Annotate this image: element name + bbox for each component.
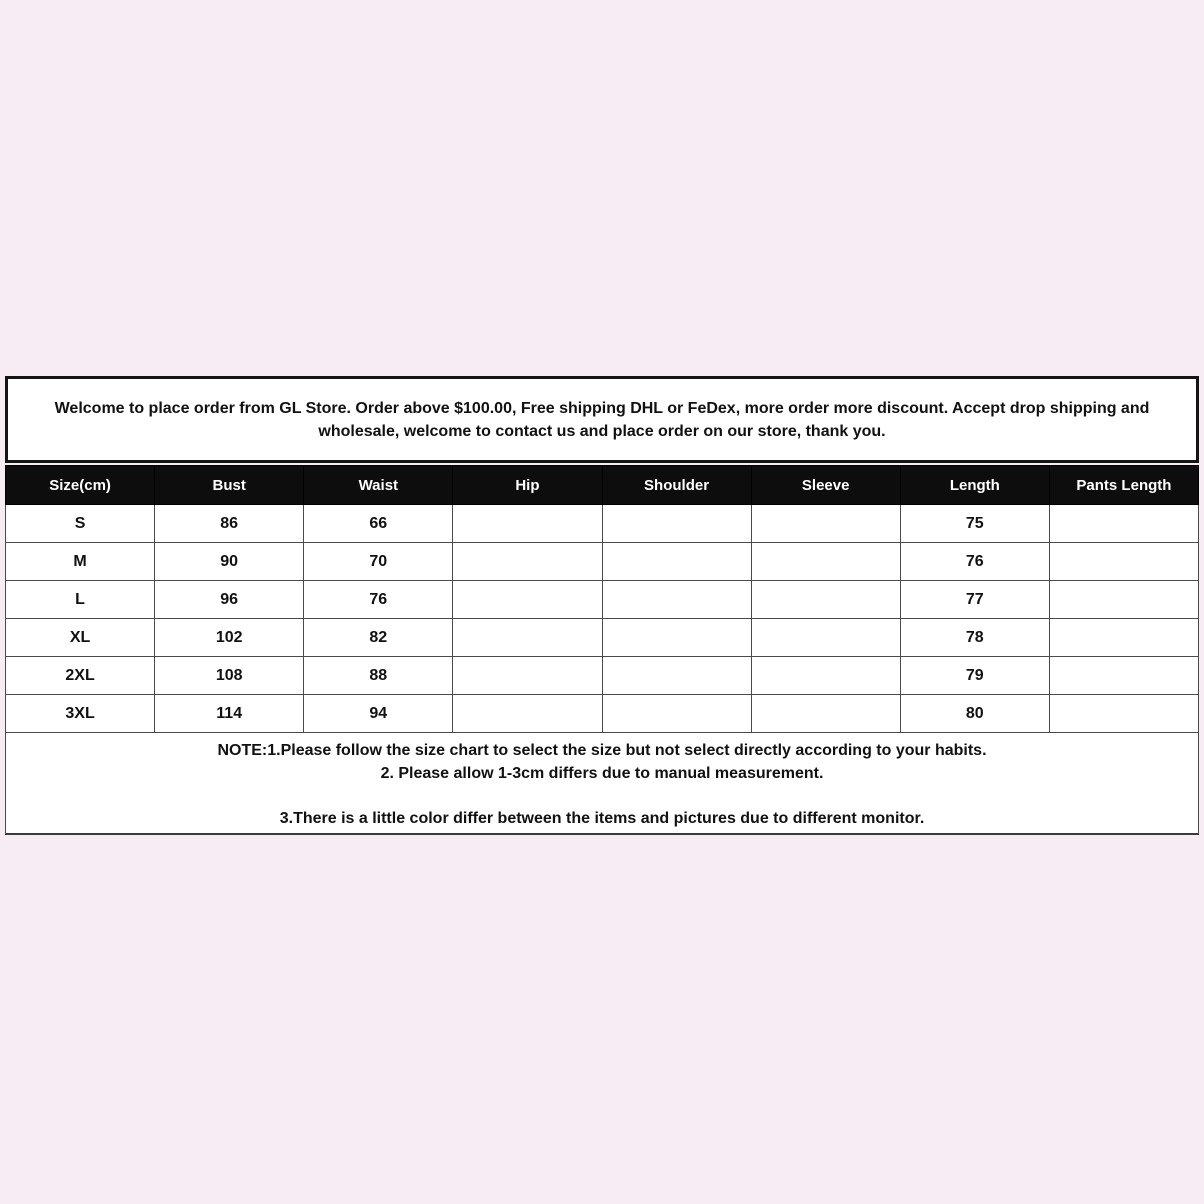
cell-size: L <box>4 580 156 619</box>
note-line-1: NOTE:1.Please follow the size chart to s… <box>217 742 987 759</box>
cell-length: 78 <box>899 618 1050 657</box>
cell-shoulder <box>601 694 752 733</box>
column-header-hip: Hip <box>452 465 603 505</box>
column-header-sleeve: Sleeve <box>750 465 901 505</box>
cell-bust: 114 <box>154 694 305 733</box>
column-header-shoulder: Shoulder <box>601 465 752 505</box>
cell-waist: 70 <box>303 542 454 581</box>
column-header-pants-length: Pants Length <box>1048 465 1200 505</box>
column-header-bust: Bust <box>154 465 305 505</box>
size-row-m: M 90 70 76 <box>4 542 1200 581</box>
note-line-3: 3.There is a little color differ between… <box>279 810 925 827</box>
cell-bust: 102 <box>154 618 305 657</box>
cell-sleeve <box>750 656 901 695</box>
cell-size: S <box>4 504 156 543</box>
size-row-xl: XL 102 82 78 <box>4 618 1200 657</box>
cell-hip <box>452 542 603 581</box>
cell-pants-length <box>1048 504 1200 543</box>
cell-waist: 94 <box>303 694 454 733</box>
cell-bust: 86 <box>154 504 305 543</box>
size-row-l: L 96 76 77 <box>4 580 1200 619</box>
cell-size: M <box>4 542 156 581</box>
cell-hip <box>452 694 603 733</box>
size-chart-table: Size(cm) Bust Waist Hip Shoulder Sleeve … <box>4 465 1200 733</box>
cell-shoulder <box>601 542 752 581</box>
cell-shoulder <box>601 504 752 543</box>
note-line-2: 2. Please allow 1-3cm differs due to man… <box>380 765 824 782</box>
header-row: Size(cm) Bust Waist Hip Shoulder Sleeve … <box>4 465 1200 505</box>
notes-section: NOTE:1.Please follow the size chart to s… <box>5 733 1199 835</box>
cell-pants-length <box>1048 618 1200 657</box>
size-row-s: S 86 66 75 <box>4 504 1200 543</box>
cell-length: 79 <box>899 656 1050 695</box>
cell-hip <box>452 618 603 657</box>
cell-waist: 82 <box>303 618 454 657</box>
welcome-text: Welcome to place order from GL Store. Or… <box>54 399 1150 440</box>
cell-length: 77 <box>899 580 1050 619</box>
cell-pants-length <box>1048 580 1200 619</box>
cell-shoulder <box>601 580 752 619</box>
cell-pants-length <box>1048 542 1200 581</box>
cell-bust: 108 <box>154 656 305 695</box>
cell-sleeve <box>750 694 901 733</box>
cell-length: 80 <box>899 694 1050 733</box>
cell-length: 75 <box>899 504 1050 543</box>
size-row-3xl: 3XL 114 94 80 <box>4 694 1200 733</box>
cell-waist: 66 <box>303 504 454 543</box>
cell-size: 2XL <box>4 656 156 695</box>
welcome-banner: Welcome to place order from GL Store. Or… <box>5 376 1199 463</box>
size-chart-sheet: Welcome to place order from GL Store. Or… <box>4 376 1200 835</box>
cell-bust: 96 <box>154 580 305 619</box>
cell-size: 3XL <box>4 694 156 733</box>
cell-bust: 90 <box>154 542 305 581</box>
cell-size: XL <box>4 618 156 657</box>
cell-pants-length <box>1048 656 1200 695</box>
cell-shoulder <box>601 618 752 657</box>
cell-length: 76 <box>899 542 1050 581</box>
size-row-2xl: 2XL 108 88 79 <box>4 656 1200 695</box>
cell-waist: 76 <box>303 580 454 619</box>
cell-hip <box>452 580 603 619</box>
cell-hip <box>452 504 603 543</box>
cell-sleeve <box>750 504 901 543</box>
column-header-waist: Waist <box>303 465 454 505</box>
cell-waist: 88 <box>303 656 454 695</box>
cell-hip <box>452 656 603 695</box>
column-header-length: Length <box>899 465 1050 505</box>
column-header-size: Size(cm) <box>4 465 156 505</box>
cell-sleeve <box>750 618 901 657</box>
cell-shoulder <box>601 656 752 695</box>
cell-sleeve <box>750 542 901 581</box>
note-spacer <box>16 785 1188 807</box>
cell-pants-length <box>1048 694 1200 733</box>
cell-sleeve <box>750 580 901 619</box>
